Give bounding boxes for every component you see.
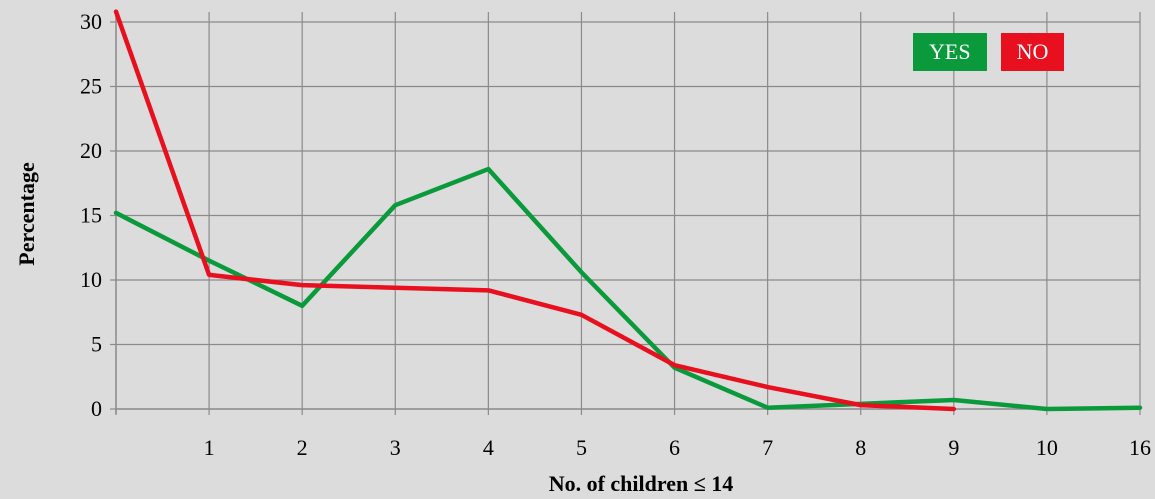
y-tick-label: 20 [80, 138, 102, 163]
x-tick-label: 3 [390, 435, 401, 460]
y-tick-label: 25 [80, 74, 102, 99]
y-axis-title: Percentage [14, 162, 39, 266]
y-tick-label: 30 [80, 9, 102, 34]
y-tick-label: 0 [91, 396, 102, 421]
x-tick-label: 6 [669, 435, 680, 460]
x-tick-label: 10 [1036, 435, 1058, 460]
x-axis-title: No. of children ≤ 14 [549, 471, 734, 496]
x-tick-label: 5 [576, 435, 587, 460]
x-tick-label: 8 [855, 435, 866, 460]
y-tick-label: 15 [80, 203, 102, 228]
series-layer [113, 9, 1143, 412]
legend-item-no: NO [1000, 33, 1065, 71]
tick-labels: 0 5 10 15 20 25 30 1 2 3 4 5 6 7 8 9 10 16 [80, 9, 1151, 460]
series-line-yes [113, 166, 1143, 412]
x-tick-label: 16 [1129, 435, 1151, 460]
x-tick-label: 7 [762, 435, 773, 460]
x-tick-label: 2 [297, 435, 308, 460]
grid-lines [116, 12, 1141, 410]
legend: YES NO [913, 33, 1065, 71]
series-line-no [113, 9, 957, 412]
x-tick-label: 1 [204, 435, 215, 460]
y-tick-label: 5 [91, 332, 102, 357]
axes [110, 12, 1141, 415]
x-tick-label: 9 [948, 435, 959, 460]
legend-item-yes: YES [913, 33, 987, 71]
x-tick-label: 4 [483, 435, 494, 460]
y-tick-label: 10 [80, 267, 102, 292]
